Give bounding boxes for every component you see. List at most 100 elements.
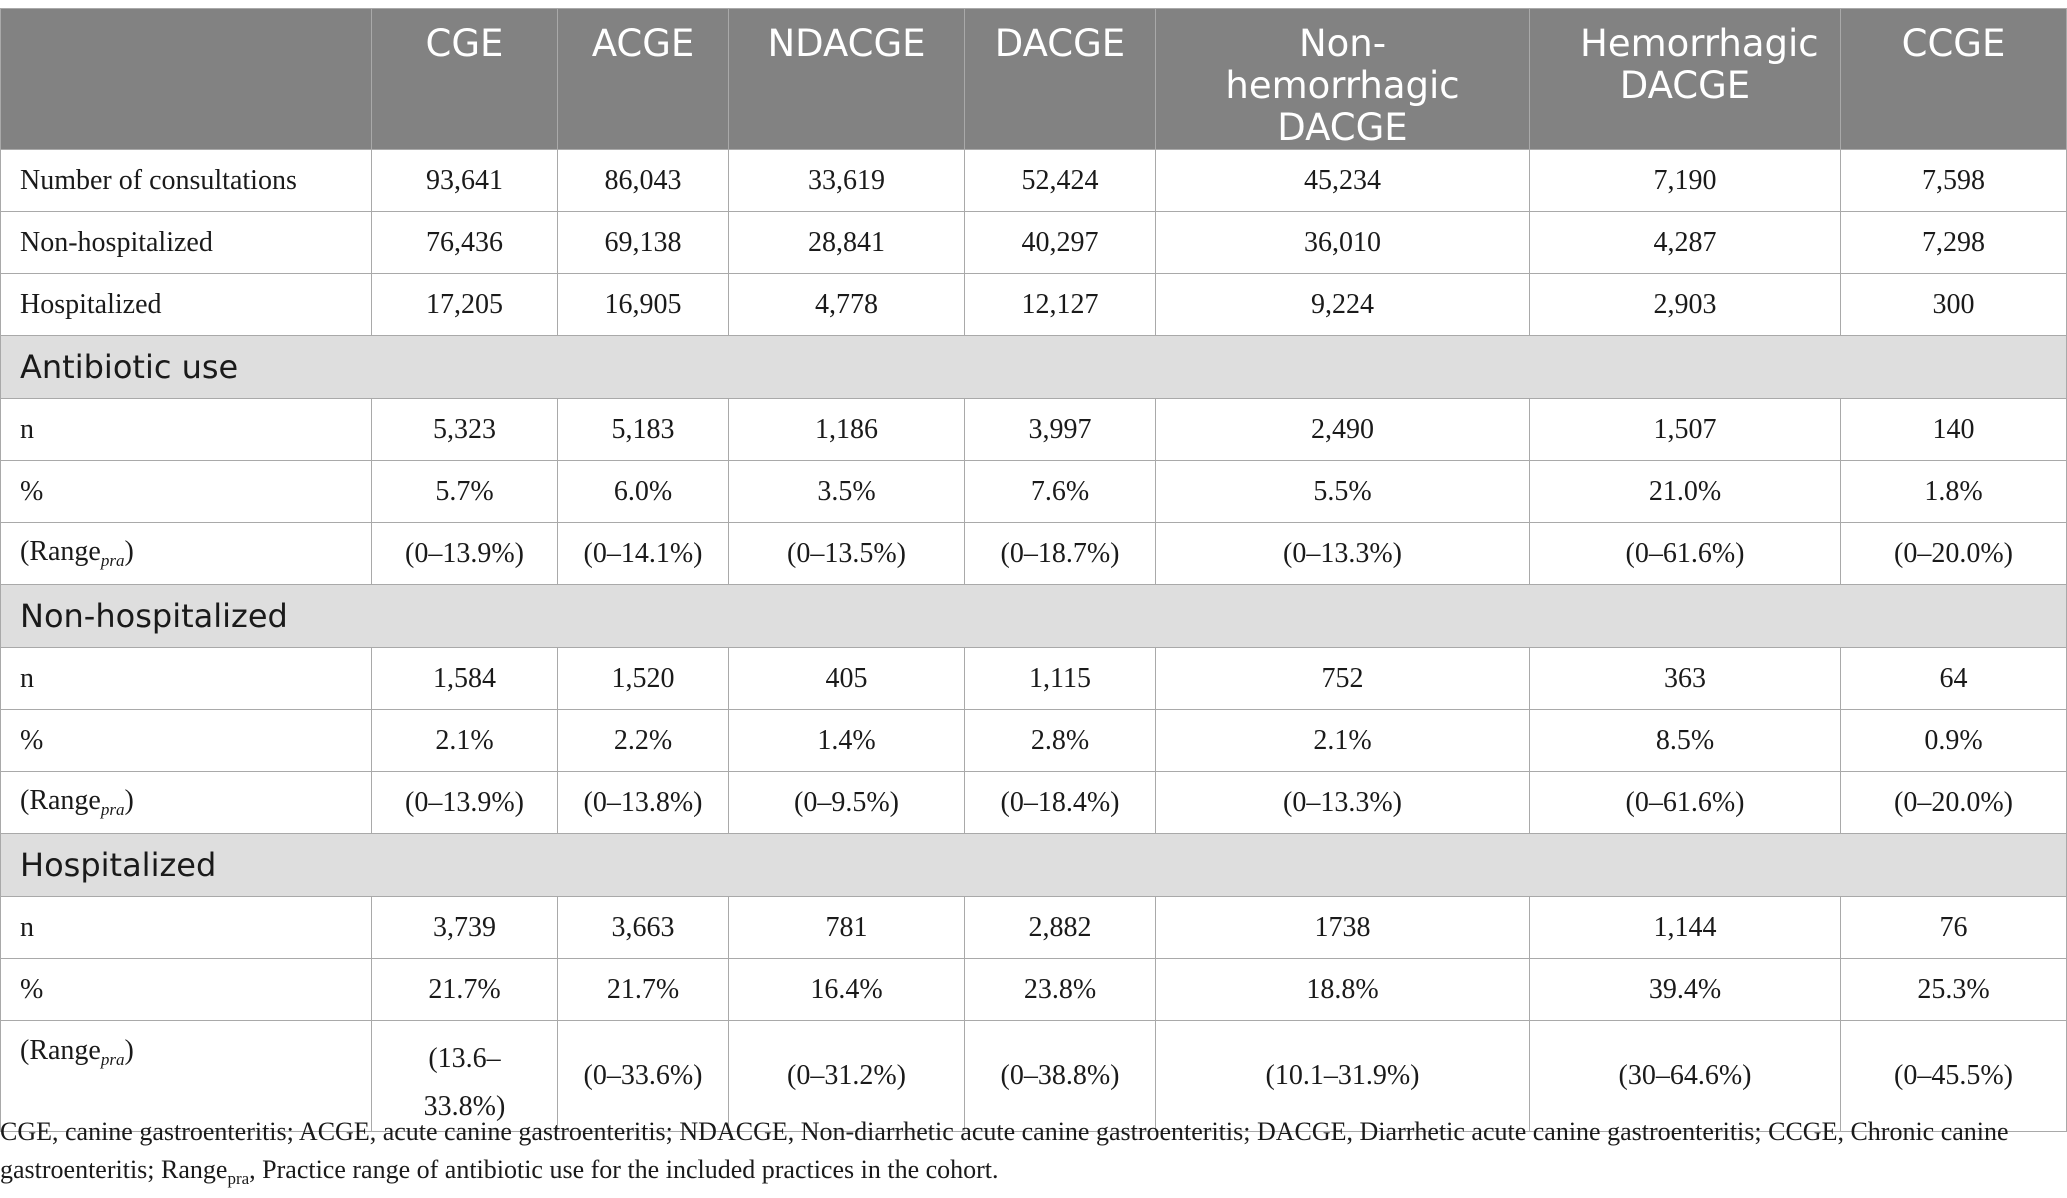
table-row-range: (Rangepra) (13.6–33.8%) (0–33.6%) (0–31.… bbox=[0, 1020, 2067, 1132]
header-ccge: CCGE bbox=[1840, 8, 2067, 150]
table-cell: 2.8% bbox=[964, 709, 1156, 772]
table-cell: 1,144 bbox=[1529, 896, 1841, 959]
table-row-non-hospitalized: Non-hospitalized 76,436 69,138 28,841 40… bbox=[0, 211, 2067, 274]
table-cell: 1.8% bbox=[1840, 460, 2067, 523]
row-label: % bbox=[0, 958, 372, 1021]
table-cell-text: (13.6–33.8%) bbox=[423, 1043, 506, 1122]
table-cell: 16.4% bbox=[728, 958, 965, 1021]
table-cell: (0–20.0%) bbox=[1840, 771, 2067, 834]
table-cell: 23.8% bbox=[964, 958, 1156, 1021]
table-cell: (0–13.8%) bbox=[557, 771, 729, 834]
table-cell: 4,287 bbox=[1529, 211, 1841, 274]
table-cell: 18.8% bbox=[1155, 958, 1530, 1021]
table-cell: (30–64.6%) bbox=[1529, 1020, 1841, 1132]
table-cell: 3.5% bbox=[728, 460, 965, 523]
table-cell: 1,115 bbox=[964, 647, 1156, 710]
table-cell: 36,010 bbox=[1155, 211, 1530, 274]
table-cell: 21.0% bbox=[1529, 460, 1841, 523]
table-cell: 5,323 bbox=[371, 398, 558, 461]
table-cell: 1,584 bbox=[371, 647, 558, 710]
table-cell: (0–61.6%) bbox=[1529, 522, 1841, 585]
table-cell: (0–18.7%) bbox=[964, 522, 1156, 585]
header-cge: CGE bbox=[371, 8, 558, 150]
table-cell: (0–9.5%) bbox=[728, 771, 965, 834]
table-cell: 33,619 bbox=[728, 149, 965, 212]
table-footnote: CGE, canine gastroenteritis; ACGE, acute… bbox=[0, 1113, 2060, 1198]
table-cell: 363 bbox=[1529, 647, 1841, 710]
table-cell: 4,778 bbox=[728, 273, 965, 336]
table-cell: 39.4% bbox=[1529, 958, 1841, 1021]
table-cell: (13.6–33.8%) bbox=[371, 1020, 558, 1132]
range-label-end: ) bbox=[124, 1035, 134, 1066]
range-label-end: ) bbox=[124, 536, 134, 567]
row-label: Number of consultations bbox=[0, 149, 372, 212]
table-row-n: n 1,584 1,520 405 1,115 752 363 64 bbox=[0, 647, 2067, 710]
table-cell: 52,424 bbox=[964, 149, 1156, 212]
table-cell: 76 bbox=[1840, 896, 2067, 959]
table-row-n: n 3,739 3,663 781 2,882 1738 1,144 76 bbox=[0, 896, 2067, 959]
table-cell: 3,663 bbox=[557, 896, 729, 959]
table-cell: 64 bbox=[1840, 647, 2067, 710]
table-cell: 2,903 bbox=[1529, 273, 1841, 336]
table-cell: 1738 bbox=[1155, 896, 1530, 959]
section-header-antibiotic-use: Antibiotic use bbox=[0, 335, 2067, 399]
table-cell: 3,997 bbox=[964, 398, 1156, 461]
table-row-n: n 5,323 5,183 1,186 3,997 2,490 1,507 14… bbox=[0, 398, 2067, 461]
table-cell: (0–18.4%) bbox=[964, 771, 1156, 834]
section-title: Hospitalized bbox=[0, 833, 2067, 897]
header-dacge: DACGE bbox=[964, 8, 1156, 150]
table-cell: (0–13.9%) bbox=[371, 522, 558, 585]
table-cell: 5.5% bbox=[1155, 460, 1530, 523]
table-cell: 7.6% bbox=[964, 460, 1156, 523]
table-cell: 25.3% bbox=[1840, 958, 2067, 1021]
row-label: (Rangepra) bbox=[0, 522, 372, 585]
row-label: (Rangepra) bbox=[0, 771, 372, 834]
table-cell: 2.2% bbox=[557, 709, 729, 772]
table-cell: 21.7% bbox=[557, 958, 729, 1021]
table-cell: 140 bbox=[1840, 398, 2067, 461]
table-cell: 5.7% bbox=[371, 460, 558, 523]
table-row-percent: % 21.7% 21.7% 16.4% 23.8% 18.8% 39.4% 25… bbox=[0, 958, 2067, 1021]
antibiotic-use-table: CGE ACGE NDACGE DACGE Non-hemorrhagic DA… bbox=[0, 8, 2067, 1132]
table-cell: 9,224 bbox=[1155, 273, 1530, 336]
table-row-range: (Rangepra) (0–13.9%) (0–14.1%) (0–13.5%)… bbox=[0, 522, 2067, 585]
table-cell: 300 bbox=[1840, 273, 2067, 336]
table-cell: 1,507 bbox=[1529, 398, 1841, 461]
table-cell: (0–38.8%) bbox=[964, 1020, 1156, 1132]
header-corner bbox=[0, 8, 372, 150]
row-label: n bbox=[0, 647, 372, 710]
footnote-sub: pra bbox=[227, 1169, 250, 1188]
table-cell: 1,186 bbox=[728, 398, 965, 461]
table-row-hospitalized: Hospitalized 17,205 16,905 4,778 12,127 … bbox=[0, 273, 2067, 336]
table-cell: 8.5% bbox=[1529, 709, 1841, 772]
table-cell: 28,841 bbox=[728, 211, 965, 274]
table-cell: 12,127 bbox=[964, 273, 1156, 336]
section-header-non-hospitalized: Non-hospitalized bbox=[0, 584, 2067, 648]
table-cell: 16,905 bbox=[557, 273, 729, 336]
table-cell: 405 bbox=[728, 647, 965, 710]
header-acge: ACGE bbox=[557, 8, 729, 150]
table-cell: 1,520 bbox=[557, 647, 729, 710]
table-cell: 2,882 bbox=[964, 896, 1156, 959]
table-cell: 1.4% bbox=[728, 709, 965, 772]
table-cell: 781 bbox=[728, 896, 965, 959]
range-label-sub: pra bbox=[100, 1050, 125, 1069]
table-cell: 40,297 bbox=[964, 211, 1156, 274]
table-cell: 0.9% bbox=[1840, 709, 2067, 772]
table-cell: 76,436 bbox=[371, 211, 558, 274]
table-row-consultations: Number of consultations 93,641 86,043 33… bbox=[0, 149, 2067, 212]
table-cell: (0–61.6%) bbox=[1529, 771, 1841, 834]
header-row: CGE ACGE NDACGE DACGE Non-hemorrhagic DA… bbox=[0, 8, 2067, 150]
table-row-percent: % 2.1% 2.2% 1.4% 2.8% 2.1% 8.5% 0.9% bbox=[0, 709, 2067, 772]
row-label: n bbox=[0, 398, 372, 461]
footnote-text-end: , Practice range of antibiotic use for t… bbox=[249, 1155, 999, 1184]
range-label-main: (Range bbox=[20, 1035, 101, 1066]
table-cell: 7,298 bbox=[1840, 211, 2067, 274]
table-cell: 93,641 bbox=[371, 149, 558, 212]
table-cell: 7,190 bbox=[1529, 149, 1841, 212]
range-label-sub: pra bbox=[100, 800, 125, 819]
row-label: Non-hospitalized bbox=[0, 211, 372, 274]
table-cell: 86,043 bbox=[557, 149, 729, 212]
section-header-hospitalized: Hospitalized bbox=[0, 833, 2067, 897]
header-ndacge: NDACGE bbox=[728, 8, 965, 150]
